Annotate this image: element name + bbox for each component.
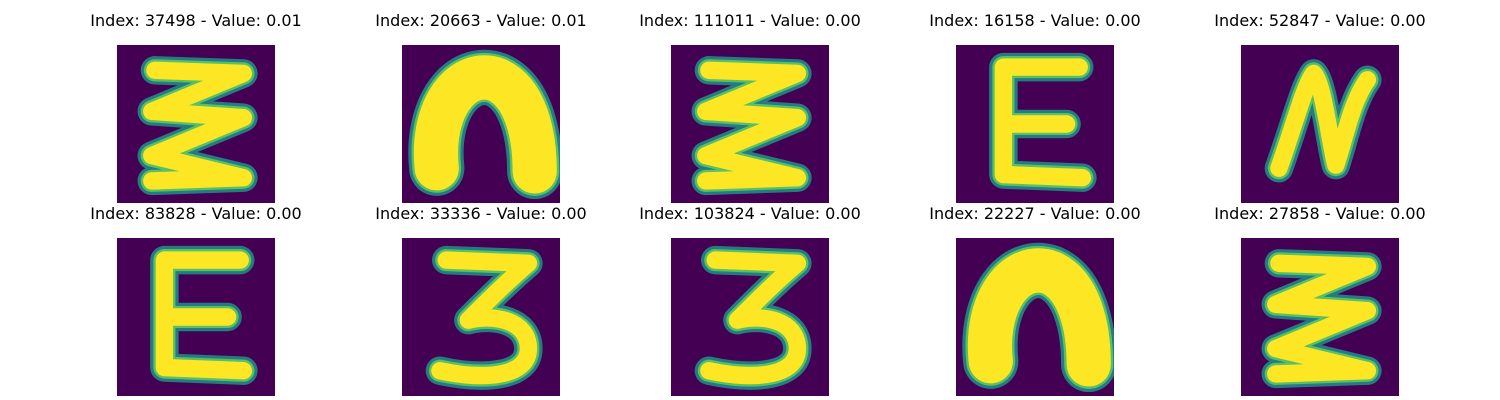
glyph-image xyxy=(671,45,829,203)
panel-title: Index: 103824 - Value: 0.00 xyxy=(639,204,861,223)
panel-title: Index: 52847 - Value: 0.00 xyxy=(1214,11,1426,30)
panel-title: Index: 20663 - Value: 0.01 xyxy=(375,11,587,30)
panel-title: Index: 83828 - Value: 0.00 xyxy=(90,204,302,223)
glyph-stroke-core xyxy=(700,251,807,385)
panel-title: Index: 111011 - Value: 0.00 xyxy=(639,11,861,30)
glyph-image xyxy=(402,45,560,203)
glyph-stroke-core xyxy=(967,248,1111,387)
glyph-stroke-core xyxy=(143,61,253,190)
glyph-stroke-core xyxy=(1267,254,1377,383)
glyph-image xyxy=(117,238,275,396)
panel-title: Index: 27858 - Value: 0.00 xyxy=(1214,204,1426,223)
panel-title: Index: 22227 - Value: 0.00 xyxy=(929,204,1141,223)
glyph-stroke-core xyxy=(994,58,1092,187)
glyph-image xyxy=(956,238,1114,396)
glyph-image xyxy=(671,238,829,396)
glyph-stroke-core xyxy=(431,251,538,385)
glyph-stroke-core xyxy=(1270,64,1377,177)
glyph-image xyxy=(956,45,1114,203)
glyph-stroke-core xyxy=(697,61,807,190)
glyph-image xyxy=(1241,45,1399,203)
panel-title: Index: 33336 - Value: 0.00 xyxy=(375,204,587,223)
glyph-image xyxy=(402,238,560,396)
panel-title: Index: 16158 - Value: 0.00 xyxy=(929,11,1141,30)
glyph-stroke-core xyxy=(155,251,253,380)
glyph-image xyxy=(1241,238,1399,396)
glyph-image xyxy=(117,45,275,203)
panel-title: Index: 37498 - Value: 0.01 xyxy=(90,11,302,30)
glyph-stroke-core xyxy=(413,55,557,194)
